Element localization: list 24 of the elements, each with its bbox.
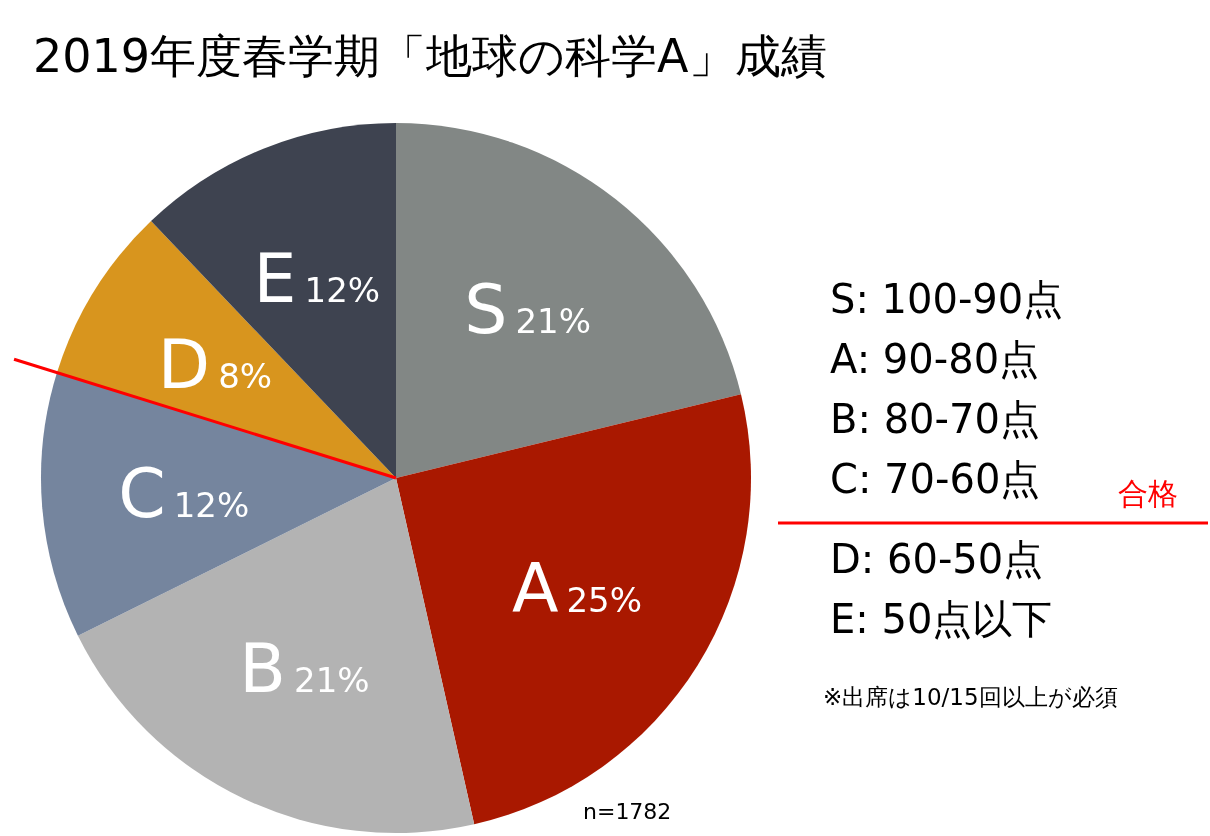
text: C: 70-60点 <box>830 456 1041 502</box>
slice-label: B <box>239 629 286 709</box>
text: S: 100-90点 <box>830 276 1064 322</box>
data-label: 25% <box>566 580 643 621</box>
text: A: 90-80点 <box>830 336 1040 382</box>
slice-label: E <box>253 239 297 319</box>
text: B: 80-70点 <box>830 396 1040 442</box>
data-label: 8% <box>218 355 273 396</box>
pie-slice <box>396 123 741 478</box>
text: 合格 <box>1118 476 1178 511</box>
data-label: 21% <box>515 300 592 341</box>
text: n=1782 <box>583 799 672 824</box>
slice-label: S <box>464 269 508 349</box>
pie-slice <box>396 394 751 825</box>
text: D: 60-50点 <box>830 536 1044 582</box>
text: ※出席は10/15回以上が必須 <box>823 684 1118 710</box>
data-label: 21% <box>293 660 370 701</box>
data-label: 12% <box>304 270 381 311</box>
slice-label: D <box>157 324 211 404</box>
slice-label: C <box>118 453 166 533</box>
slice-label: A <box>511 549 559 629</box>
text: E: 50点以下 <box>830 596 1053 642</box>
chart-title: 2019年度春学期「地球の科学A」成績 <box>33 29 827 83</box>
data-label: 12% <box>173 484 250 525</box>
